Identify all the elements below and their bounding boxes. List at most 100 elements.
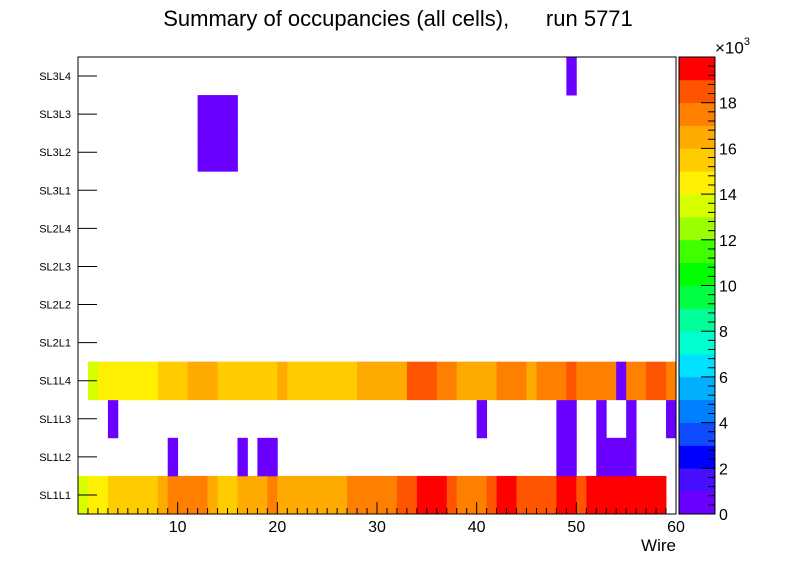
color-scale-segment: [679, 399, 715, 423]
heatmap-cell: [396, 361, 408, 401]
color-scale-segment: [679, 422, 715, 446]
y-tick-label: SL3L1: [39, 185, 71, 197]
heatmap-cell: [327, 475, 338, 515]
heatmap-cell: [207, 361, 218, 401]
x-tick-label: 50: [567, 519, 585, 536]
heatmap-cell: [606, 361, 617, 401]
heatmap-cell: [197, 475, 208, 515]
heatmap-cell: [237, 475, 248, 515]
color-scale-segment: [679, 308, 715, 332]
heatmap-cell: [566, 475, 577, 515]
color-scale-segment: [679, 354, 715, 378]
heatmap-cell: [456, 475, 468, 515]
heatmap-cell: [476, 399, 488, 439]
heatmap-cell: [506, 361, 517, 401]
x-tick-label: 60: [667, 519, 685, 536]
color-scale-segment: [679, 468, 715, 492]
heatmap-cell: [287, 475, 298, 515]
scale-multiplier-text: ×10: [715, 38, 744, 58]
heatmap-cell: [586, 475, 597, 515]
heatmap-cell: [147, 361, 159, 401]
y-tick-label: SL1L1: [39, 490, 71, 502]
heatmap-cell: [247, 361, 258, 401]
cells-layer: [78, 57, 677, 515]
color-scale-segment: [679, 102, 715, 126]
color-scale: 0 2 4 6 8 10 12 14 16 18: [678, 56, 737, 524]
y-tick-label: SL2L2: [39, 300, 71, 312]
heatmap-cell: [167, 361, 179, 401]
heatmap-cell: [377, 361, 388, 401]
heatmap-cell: [466, 475, 478, 515]
heatmap-cell: [257, 437, 268, 477]
heatmap-cell: [307, 475, 318, 515]
heatmap-cell: [606, 437, 617, 477]
y-tick-label: SL2L3: [39, 261, 71, 273]
x-axis-title: Wire: [641, 536, 676, 555]
heatmap-cell: [646, 475, 657, 515]
heatmap-cell: [317, 475, 328, 515]
heatmap-cell: [636, 361, 647, 401]
color-scale-tick-label: 4: [719, 416, 728, 433]
heatmap-cell: [576, 361, 587, 401]
heatmap-cell: [277, 475, 288, 515]
heatmap-cell: [476, 361, 488, 401]
color-scale-segment: [679, 331, 715, 355]
color-scale-tick-label: 0: [719, 507, 728, 524]
heatmap-cell: [227, 361, 238, 401]
y-tick-label: SL3L4: [39, 71, 71, 83]
y-tick-label: SL2L1: [39, 338, 71, 350]
y-axis: SL1L1 SL1L2 SL1L3 SL1L4 SL2L1 SL2L2 SL2L3 SL2L4…: [39, 71, 97, 502]
heatmap-cell: [267, 361, 278, 401]
heatmap-cell: [187, 475, 198, 515]
color-scale-tick-label: 8: [719, 324, 728, 341]
heatmap-cell: [357, 475, 368, 515]
color-scale-segment: [679, 79, 715, 104]
heatmap-cell: [406, 361, 418, 401]
heatmap-cell: [367, 475, 378, 515]
heatmap-cell: [556, 475, 567, 515]
color-scale-segment: [679, 285, 715, 309]
color-scale-tick-label: 6: [719, 370, 728, 387]
heatmap-cell: [546, 475, 557, 515]
heatmap-cell: [646, 361, 657, 401]
heatmap-cell: [177, 475, 189, 515]
color-scale-multiplier: ×103: [715, 36, 750, 59]
scale-exponent: 3: [743, 36, 750, 48]
color-scale-segment: [679, 148, 715, 172]
heatmap-cell: [297, 361, 308, 401]
heatmap-cell: [576, 475, 587, 515]
color-scale-tick-label: 16: [719, 141, 737, 158]
heatmap-cell: [426, 475, 438, 515]
heatmap-cell: [426, 361, 438, 401]
heatmap-cell: [337, 475, 348, 515]
heatmap-cell: [466, 361, 478, 401]
heatmap-cell: [257, 475, 268, 515]
heatmap-cell: [307, 361, 318, 401]
color-scale-tick-label: 18: [719, 96, 737, 113]
heatmap-cell: [666, 361, 677, 401]
y-tick-label: SL1L2: [39, 452, 71, 464]
color-scale-segment: [679, 239, 715, 264]
color-scale-segment: [679, 216, 715, 241]
heatmap-cell: [486, 475, 497, 515]
heatmap-cell: [636, 475, 647, 515]
heatmap-cell: [107, 399, 119, 439]
heatmap-cell: [157, 361, 169, 401]
heatmap-cell: [217, 475, 228, 515]
heatmap-cell: [97, 475, 109, 515]
heatmap-cell: [526, 361, 537, 401]
x-axis: 10 20 30 40 50 60: [87, 502, 685, 536]
heatmap-cell: [436, 475, 448, 515]
color-scale-segment: [679, 57, 715, 81]
title-text: Summary of occupancies (all cells),: [163, 6, 510, 31]
x-tick-label: 30: [368, 519, 386, 536]
heatmap-cell: [227, 475, 238, 515]
heatmap-cell: [536, 475, 547, 515]
heatmap-cell: [556, 399, 567, 439]
heatmap-cell: [536, 361, 547, 401]
heatmap-cell: [217, 133, 228, 172]
heatmap-cell: [416, 361, 428, 401]
heatmap-cell: [626, 437, 637, 477]
heatmap-cell: [207, 95, 218, 134]
heatmap-cell: [626, 399, 637, 439]
